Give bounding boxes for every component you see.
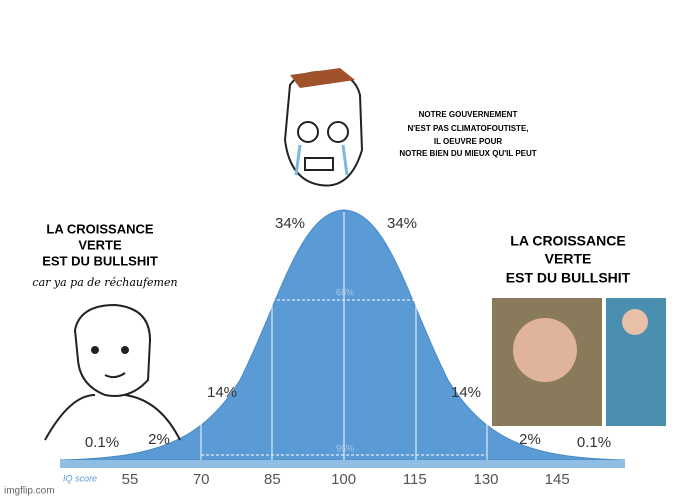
right-caption-line: VERTE bbox=[545, 251, 592, 267]
left-caption-line: EST DU BULLSHIT bbox=[42, 253, 158, 268]
percentage-label: 14% bbox=[207, 384, 237, 401]
percentage-label: 34% bbox=[387, 215, 417, 232]
tick-label: 70 bbox=[193, 471, 210, 488]
tick-label: 100 bbox=[331, 471, 356, 488]
left-face bbox=[44, 303, 181, 441]
tick-label: 115 bbox=[403, 471, 427, 488]
tick-label: 130 bbox=[473, 471, 498, 488]
watermark: imgflip.com bbox=[4, 486, 55, 497]
right-caption-line: EST DU BULLSHIT bbox=[506, 270, 631, 286]
tick-label: 85 bbox=[264, 471, 281, 488]
right-photo-face bbox=[513, 318, 577, 382]
percentage-label: 0.1% bbox=[577, 434, 611, 451]
top-caption-line: N'EST PAS CLIMATOFOUTISTE, bbox=[407, 124, 528, 133]
top-caption-line: NOTRE GOUVERNEMENT bbox=[419, 110, 518, 119]
sigma-lines bbox=[200, 212, 488, 460]
tick-label: 145 bbox=[545, 471, 570, 488]
axis-title: IQ score bbox=[63, 473, 97, 483]
center-face bbox=[283, 68, 364, 187]
percentage-label: 0.1% bbox=[85, 434, 119, 451]
left-caption-line: LA CROISSANCE bbox=[46, 221, 153, 236]
percentage-label: 14% bbox=[451, 384, 481, 401]
inner-label: 68% bbox=[336, 287, 354, 297]
percentage-label: 2% bbox=[148, 431, 170, 448]
right-caption-line: LA CROISSANCE bbox=[510, 233, 625, 249]
left-caption-note: car ya pa de réchaufemen bbox=[32, 276, 177, 289]
left-caption-line: VERTE bbox=[78, 237, 122, 252]
top-caption-line: NOTRE BIEN DU MIEUX QU'IL PEUT bbox=[399, 149, 536, 158]
percentage-label: 34% bbox=[275, 215, 305, 232]
right-photo-2-face bbox=[622, 309, 648, 335]
top-caption-line: IL OEUVRE POUR bbox=[434, 137, 503, 146]
tick-label: 55 bbox=[122, 471, 139, 488]
axis-bar bbox=[60, 460, 625, 468]
inner-label: 95% bbox=[336, 443, 354, 453]
percentage-label: 2% bbox=[519, 431, 541, 448]
